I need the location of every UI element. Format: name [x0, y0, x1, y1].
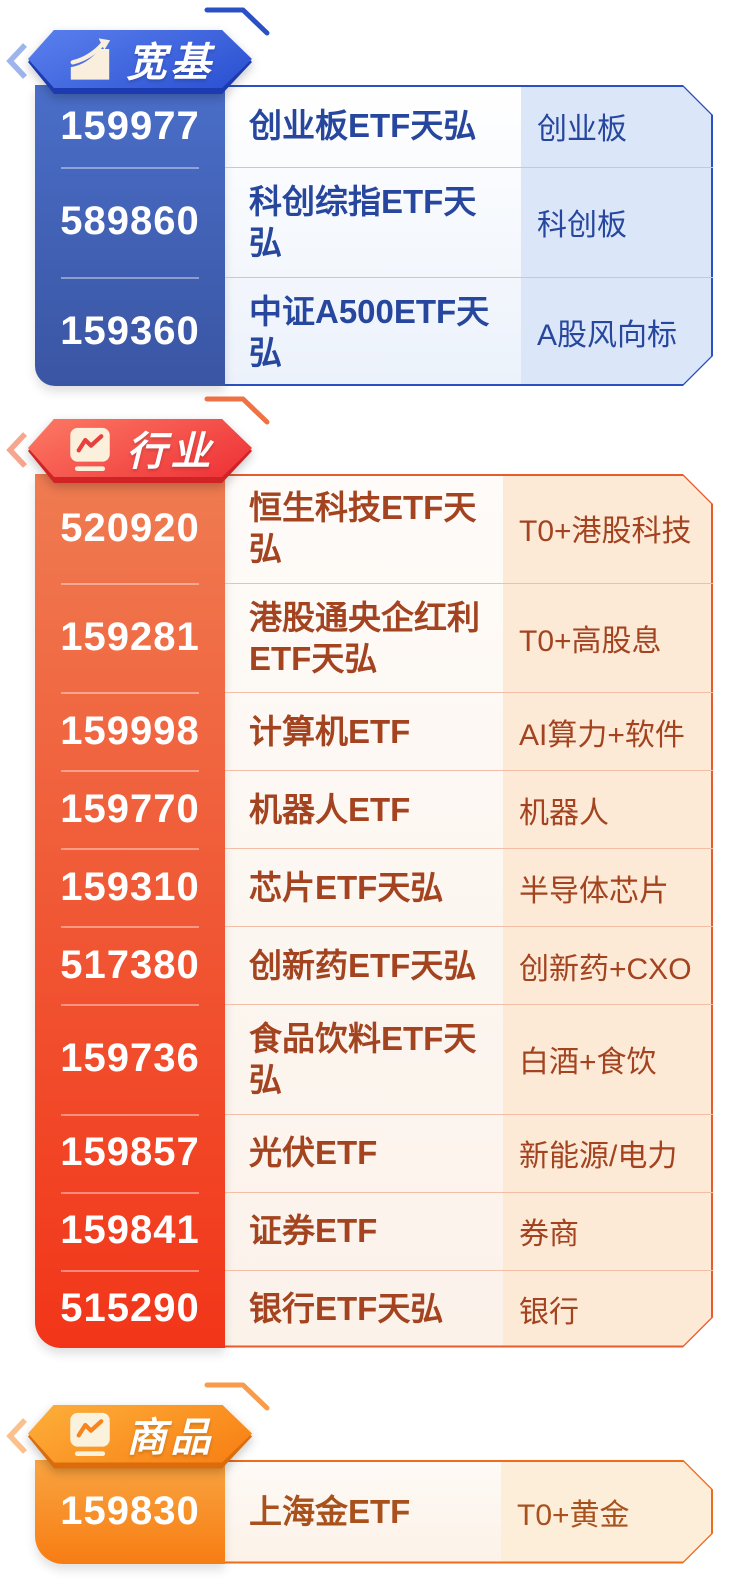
- etf-row: 515290 银行ETF天弘 银行: [35, 1269, 713, 1348]
- table-background: [137, 476, 711, 1346]
- etf-poster: { "page": {"background": "#ffffff"}, "se…: [0, 7, 750, 1595]
- etf-name: 上海金ETF: [249, 1492, 411, 1530]
- etf-row: 159310 芯片ETF天弘 半导体芯片: [35, 848, 713, 926]
- code-column-background: [35, 85, 225, 386]
- etf-code: 517380: [35, 926, 225, 1004]
- etf-code: 159841: [35, 1191, 225, 1270]
- section-title: 宽基: [126, 41, 215, 85]
- etf-name: 银行ETF天弘: [225, 1269, 503, 1348]
- etf-code: 159977: [60, 103, 200, 148]
- section-title: 商品: [126, 1415, 215, 1460]
- etf-code: 159857: [35, 1113, 225, 1192]
- etf-rows: 520920 恒生科技ETF天弘 T0+港股科技 159281 港股通央企红利E…: [35, 474, 713, 1348]
- etf-tag: 券商: [503, 1191, 713, 1270]
- table-background: [137, 1462, 711, 1562]
- line-chart-icon: [66, 425, 114, 472]
- etf-name: 创业板ETF天弘: [249, 107, 477, 145]
- etf-row: 159770 机器人ETF 机器人: [35, 770, 713, 848]
- etf-name: 机器人ETF: [225, 770, 503, 848]
- etf-code: 159998: [35, 692, 225, 770]
- badge-face: [28, 419, 252, 477]
- code-column-background: [35, 474, 225, 1348]
- corner-line-decoration-icon: [204, 395, 271, 425]
- section-commodity: 159830 上海金ETF T0+黄金 商品: [6, 1382, 713, 1564]
- etf-tag: A股风向标: [521, 276, 713, 387]
- etf-row: 159281 港股通央企红利ETF天弘 T0+高股息: [35, 582, 713, 693]
- etf-tag: 创新药+CXO: [503, 926, 713, 1004]
- section-industry: 520920 恒生科技ETF天弘 T0+港股科技 159281 港股通央企红利E…: [6, 396, 713, 1348]
- etf-table: 520920 恒生科技ETF天弘 T0+港股科技 159281 港股通央企红利E…: [35, 474, 713, 1348]
- etf-tag: T0+高股息: [503, 582, 713, 693]
- badge-face: [28, 1405, 252, 1463]
- etf-row: 159830 上海金ETF T0+黄金: [35, 1460, 713, 1564]
- etf-tag: 银行: [503, 1269, 713, 1348]
- etf-tag: T0+黄金: [517, 1498, 630, 1532]
- etf-name: 光伏ETF: [225, 1113, 503, 1192]
- etf-code: 589860: [35, 167, 225, 277]
- etf-name: 科创综指ETF天弘: [225, 167, 521, 277]
- corner-line-decoration-icon: [204, 1381, 271, 1411]
- etf-code: 159736: [35, 1004, 225, 1114]
- line-chart-icon: [66, 1410, 114, 1457]
- etf-code: 520920: [60, 505, 200, 550]
- etf-code: 159830: [60, 1489, 200, 1533]
- etf-name: 证券ETF: [225, 1191, 503, 1270]
- etf-name: 芯片ETF天弘: [225, 848, 503, 926]
- etf-code: 159310: [35, 848, 225, 926]
- tag-column-background: [521, 87, 711, 384]
- etf-row: 159841 证券ETF 券商: [35, 1191, 713, 1270]
- etf-code: 515290: [35, 1269, 225, 1348]
- etf-name: 创新药ETF天弘: [225, 926, 503, 1004]
- corner-line-decoration-icon: [204, 6, 271, 36]
- tag-column-background: [501, 1462, 711, 1562]
- etf-tag: 机器人: [503, 770, 713, 848]
- etf-row: 159977 创业板ETF天弘 创业板: [35, 85, 713, 167]
- etf-row: 589860 科创综指ETF天弘 科创板: [35, 167, 713, 277]
- etf-row: 520920 恒生科技ETF天弘 T0+港股科技: [35, 474, 713, 583]
- etf-name: 中证A500ETF天弘: [225, 276, 521, 387]
- section-badge: 宽基: [28, 30, 252, 94]
- section-badge: 商品: [28, 1405, 252, 1469]
- etf-tag: 白酒+食饮: [503, 1004, 713, 1114]
- etf-row: 159360 中证A500ETF天弘 A股风向标: [35, 276, 713, 387]
- left-chevron-decoration-icon: [5, 42, 29, 80]
- etf-row: 159736 食品饮料ETF天弘 白酒+食饮: [35, 1004, 713, 1114]
- left-chevron-decoration-icon: [5, 1417, 29, 1455]
- etf-tag: T0+港股科技: [519, 515, 692, 549]
- etf-row: 159998 计算机ETF AI算力+软件: [35, 692, 713, 770]
- etf-table: 159977 创业板ETF天弘 创业板 589860 科创综指ETF天弘 科创板…: [35, 85, 713, 386]
- etf-tag: 科创板: [521, 167, 713, 277]
- table-background: [137, 87, 711, 384]
- etf-code: 159770: [35, 770, 225, 848]
- etf-code: 159360: [35, 276, 225, 387]
- etf-rows: 159977 创业板ETF天弘 创业板 589860 科创综指ETF天弘 科创板…: [35, 85, 713, 386]
- section-title: 行业: [126, 430, 215, 474]
- left-chevron-decoration-icon: [5, 431, 29, 469]
- etf-name: 恒生科技ETF天弘: [249, 489, 477, 568]
- etf-row: 159857 光伏ETF 新能源/电力: [35, 1113, 713, 1192]
- etf-name: 港股通央企红利ETF天弘: [225, 582, 503, 693]
- etf-tag: 创业板: [537, 113, 627, 146]
- etf-table: 159830 上海金ETF T0+黄金: [35, 1459, 713, 1564]
- etf-row: 517380 创新药ETF天弘 创新药+CXO: [35, 926, 713, 1004]
- etf-tag: AI算力+软件: [503, 692, 713, 770]
- etf-tag: 半导体芯片: [503, 848, 713, 926]
- etf-name: 食品饮料ETF天弘: [225, 1004, 503, 1114]
- etf-name: 计算机ETF: [225, 692, 503, 770]
- trend-up-icon: [66, 36, 114, 83]
- section-badge: 行业: [28, 419, 252, 483]
- etf-code: 159281: [35, 582, 225, 693]
- section-broad-base: 159977 创业板ETF天弘 创业板 589860 科创综指ETF天弘 科创板…: [6, 7, 713, 386]
- tag-column-background: [503, 476, 711, 1346]
- badge-face: [28, 30, 252, 88]
- etf-tag: 新能源/电力: [503, 1113, 713, 1192]
- code-column-background: [35, 1459, 225, 1564]
- etf-rows: 159830 上海金ETF T0+黄金: [35, 1460, 713, 1564]
